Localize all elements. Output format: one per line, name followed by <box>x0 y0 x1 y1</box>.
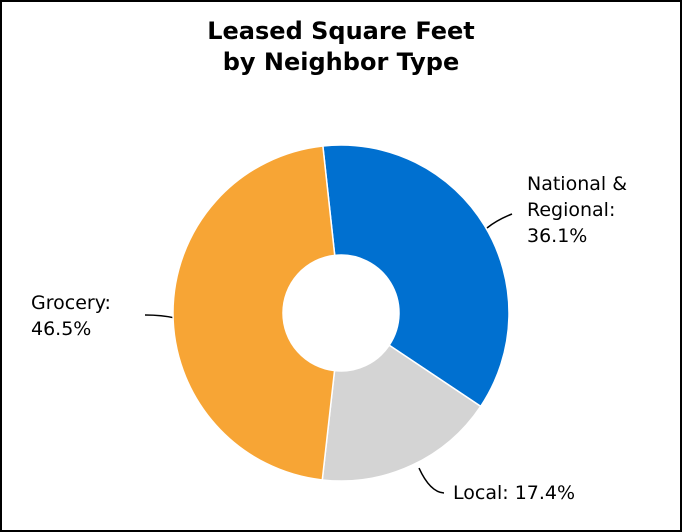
value-label: 36.1% <box>527 225 588 247</box>
data-label: Grocery: 46.5% <box>31 290 151 342</box>
data-label: Local: 17.4% <box>453 480 653 506</box>
value-label: 17.4% <box>514 482 576 504</box>
data-label: National & Regional: 36.1% <box>527 171 647 249</box>
category-label: Local: <box>453 482 509 504</box>
leader-line <box>418 467 445 494</box>
chart-title: Leased Square Feet by Neighbor Type <box>207 17 475 76</box>
donut-slice <box>322 144 510 408</box>
leader-line <box>486 213 513 229</box>
category-label: Grocery: <box>31 292 111 314</box>
donut-slice <box>172 145 336 481</box>
category-label: National & Regional: <box>527 173 628 221</box>
donut-slice <box>321 344 482 482</box>
value-label: 46.5% <box>31 318 92 340</box>
